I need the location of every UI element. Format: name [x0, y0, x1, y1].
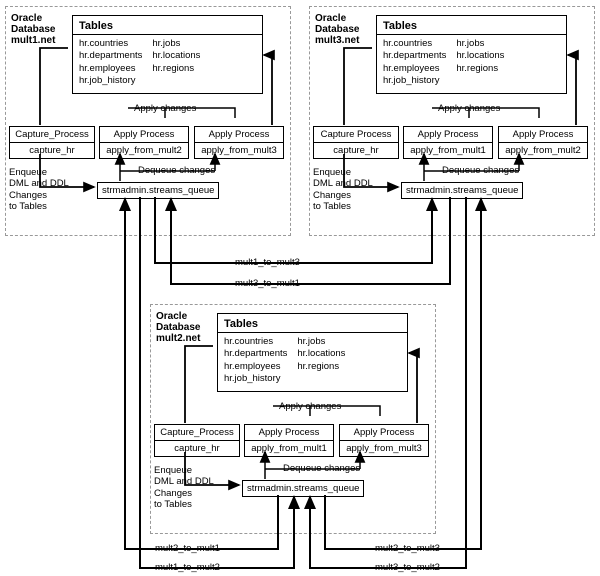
db2-enqueue-label: Enqueue DML and DDL Changes to Tables [154, 465, 214, 511]
link-mult2-to-mult1: mult2_to_mult1 [155, 543, 220, 554]
db1-dequeue-label: Dequeue changes [138, 165, 215, 176]
db3-container: Oracle Database mult3.net Tables hr.coun… [309, 6, 595, 236]
link-mult1-to-mult2: mult1_to_mult2 [155, 562, 220, 573]
db3-title: Oracle Database mult3.net [315, 13, 359, 46]
db3-apply2: Apply Process apply_from_mult2 [498, 126, 588, 159]
db2-tables-col1: hr.countries hr.departments hr.employees… [224, 336, 287, 385]
db1-title-l1: Oracle [11, 13, 42, 24]
db1-title-l2: Database [11, 24, 55, 35]
db1-apply1: Apply Process apply_from_mult2 [99, 126, 189, 159]
db1-tables-head: Tables [73, 16, 262, 35]
db1-tables-col1: hr.countries hr.departments hr.employees… [79, 38, 142, 87]
db1-capture: Capture_Process capture_hr [9, 126, 95, 159]
db1-title: Oracle Database mult1.net [11, 13, 55, 46]
db3-tables: Tables hr.countries hr.departments hr.em… [376, 15, 567, 94]
db2-capture: Capture_Process capture_hr [154, 424, 240, 457]
link-mult3-to-mult1: mult3_to_mult1 [235, 278, 300, 289]
db3-dequeue-label: Dequeue changes [442, 165, 519, 176]
db2-apply2: Apply Process apply_from_mult3 [339, 424, 429, 457]
db1-apply2: Apply Process apply_from_mult3 [194, 126, 284, 159]
db3-capture: Capture Process capture_hr [313, 126, 399, 159]
db1-enqueue-label: Enqueue DML and DDL Changes to Tables [9, 167, 69, 213]
db1-apply-label: Apply changes [134, 103, 196, 114]
db2-tables: Tables hr.countries hr.departments hr.em… [217, 313, 408, 392]
db1-queue: strmadmin.streams_queue [97, 182, 219, 199]
db1-tables: Tables hr.countries hr.departments hr.em… [72, 15, 263, 94]
link-mult2-to-mult3: mult2_to_mult3 [375, 543, 440, 554]
db3-apply-label: Apply changes [438, 103, 500, 114]
db1-container: Oracle Database mult1.net Tables hr.coun… [5, 6, 291, 236]
db3-enqueue-label: Enqueue DML and DDL Changes to Tables [313, 167, 373, 213]
db2-tables-col2: hr.jobs hr.locations hr.regions [297, 336, 345, 385]
db2-apply1: Apply Process apply_from_mult1 [244, 424, 334, 457]
db3-tables-col1: hr.countries hr.departments hr.employees… [383, 38, 446, 87]
link-mult1-to-mult3: mult1_to_mult3 [235, 257, 300, 268]
db3-apply1: Apply Process apply_from_mult1 [403, 126, 493, 159]
db2-dequeue-label: Dequeue changes [283, 463, 360, 474]
db3-queue: strmadmin.streams_queue [401, 182, 523, 199]
db1-name: mult1.net [11, 35, 55, 46]
db2-container: Oracle Database mult2.net Tables hr.coun… [150, 304, 436, 534]
db2-title: Oracle Database mult2.net [156, 311, 200, 344]
db2-queue: strmadmin.streams_queue [242, 480, 364, 497]
db1-tables-col2: hr.jobs hr.locations hr.regions [152, 38, 200, 87]
db2-apply-label: Apply changes [279, 401, 341, 412]
db3-tables-col2: hr.jobs hr.locations hr.regions [456, 38, 504, 87]
link-mult3-to-mult2: mult3_to_mult2 [375, 562, 440, 573]
